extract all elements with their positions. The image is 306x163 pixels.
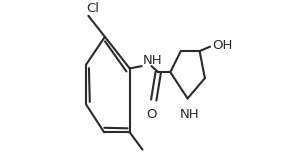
Text: NH: NH <box>143 54 163 67</box>
Text: Cl: Cl <box>86 2 99 15</box>
Text: O: O <box>146 108 157 121</box>
Text: NH: NH <box>180 108 200 121</box>
Text: OH: OH <box>212 39 233 52</box>
